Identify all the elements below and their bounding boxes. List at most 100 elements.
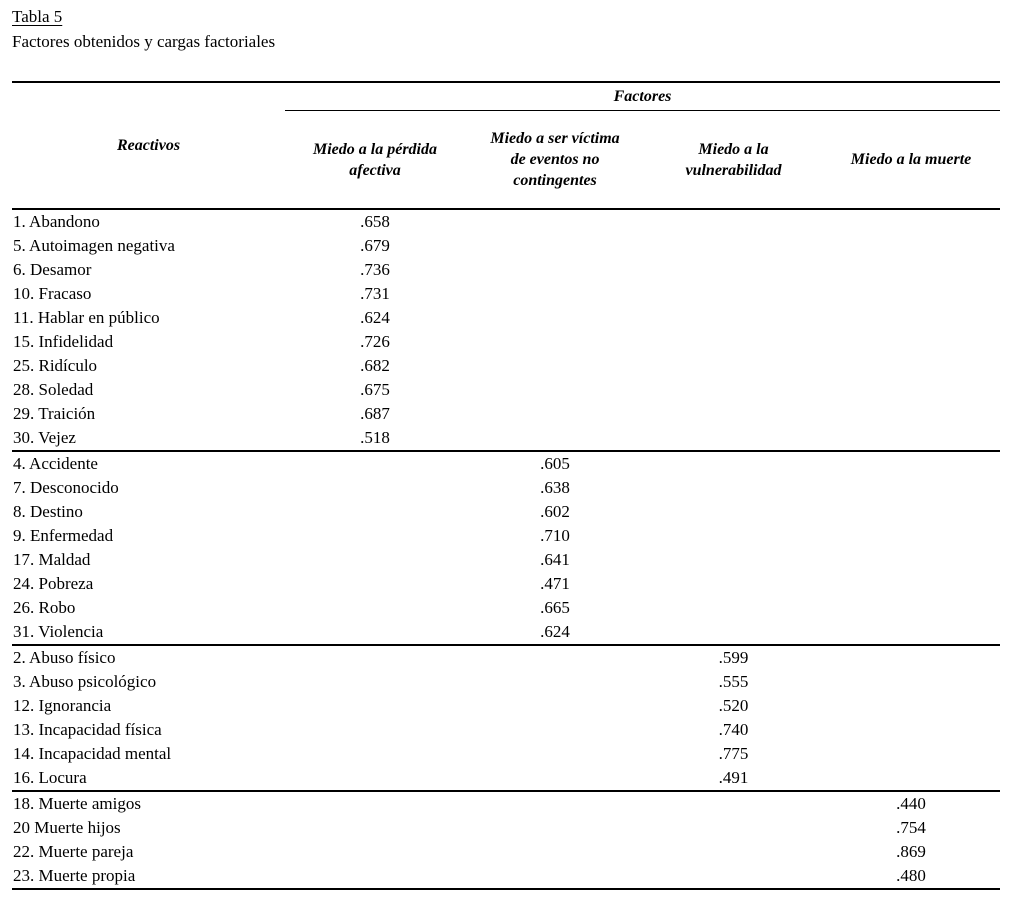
empty-cell: [285, 572, 465, 596]
empty-cell: [822, 670, 1000, 694]
empty-cell: [645, 402, 822, 426]
empty-cell: [645, 354, 822, 378]
empty-cell: [645, 524, 822, 548]
factor-loading-value: .602: [540, 502, 570, 521]
empty-cell: [285, 524, 465, 548]
empty-cell: [822, 742, 1000, 766]
factor-loading-value: .710: [540, 526, 570, 545]
empty-cell: [465, 354, 645, 378]
empty-cell: [645, 596, 822, 620]
factor-loading-value: .480: [822, 864, 1001, 890]
reactivo-label: 14. Incapacidad mental: [13, 744, 172, 763]
empty-cell: [822, 282, 1000, 306]
empty-cell: [645, 572, 822, 596]
empty-cell: [822, 330, 1000, 354]
empty-cell: [465, 234, 645, 258]
empty-cell: [645, 476, 822, 500]
reactivo-label: 20 Muerte hijos: [13, 818, 121, 837]
empty-cell: [645, 451, 822, 476]
empty-cell: [822, 426, 1001, 452]
reactivo-label: 30. Vejez: [12, 426, 285, 452]
table-number: Tabla 5: [12, 7, 63, 26]
reactivo-label: 4. Accidente: [13, 454, 98, 473]
reactivo-label: 2. Abuso físico: [13, 648, 116, 667]
empty-cell: [465, 209, 645, 234]
empty-cell: [645, 330, 822, 354]
empty-cell: [645, 234, 822, 258]
factor-loading-value: .638: [540, 478, 570, 497]
factors-group-header-row: Reactivos Factores: [12, 82, 1001, 210]
empty-cell: [465, 718, 645, 742]
empty-cell: [285, 718, 465, 742]
empty-cell: [285, 670, 465, 694]
empty-cell: [645, 282, 822, 306]
factor-loading-value: .731: [360, 284, 390, 303]
reactivo-label: 7. Desconocido: [13, 478, 119, 497]
table-row: 20 Muerte hijos .754: [12, 816, 1000, 840]
table-row: 3. Abuso psicológico .555: [12, 670, 1000, 694]
column-header-factor-1: Miedo a la pérdida afectiva: [285, 110, 465, 210]
empty-cell: [465, 282, 645, 306]
factor-loading-value: .491: [645, 766, 822, 792]
empty-cell: [822, 596, 1000, 620]
table-row: 13. Incapacidad física .740: [12, 718, 1000, 742]
empty-cell: [465, 694, 645, 718]
reactivo-label: 15. Infidelidad: [13, 332, 114, 351]
empty-cell: [645, 816, 822, 840]
reactivo-label: 28. Soledad: [13, 380, 94, 399]
reactivo-label: 17. Maldad: [13, 550, 91, 569]
factor-loading-value: .471: [540, 574, 570, 593]
empty-cell: [822, 476, 1000, 500]
empty-cell: [822, 718, 1000, 742]
reactivo-label: 1. Abandono: [13, 212, 100, 231]
empty-cell: [465, 766, 645, 792]
reactivo-label: 13. Incapacidad física: [13, 720, 162, 739]
factor-loading-value: .624: [465, 620, 645, 646]
empty-cell: [822, 258, 1000, 282]
empty-cell: [285, 694, 465, 718]
factors-group-header: Factores: [285, 82, 1001, 111]
empty-cell: [645, 548, 822, 572]
table-caption: Factores obtenidos y cargas factoriales: [12, 32, 276, 51]
table-row: 24. Pobreza .471: [12, 572, 1000, 596]
factor-loading-value: .675: [360, 380, 390, 399]
table-row: 16. Locura .491: [12, 766, 1001, 792]
empty-cell: [285, 816, 465, 840]
factor-loading-value: .605: [540, 454, 570, 473]
empty-cell: [645, 209, 822, 234]
factor-columns-header-row: Miedo a la pérdida afectiva Miedo a ser …: [12, 110, 1001, 210]
column-header-factor-4: Miedo a la muerte: [822, 110, 1001, 210]
factor-loading-value: .665: [540, 598, 570, 617]
empty-cell: [285, 645, 465, 670]
table-row: 31. Violencia .624: [12, 620, 1001, 646]
empty-cell: [285, 548, 465, 572]
reactivo-label: 12. Ignorancia: [13, 696, 112, 715]
empty-cell: [285, 864, 465, 890]
table-row: 17. Maldad .641: [12, 548, 1000, 572]
empty-cell: [822, 451, 1000, 476]
empty-cell: [285, 620, 465, 646]
reactivo-label: 3. Abuso psicológico: [13, 672, 157, 691]
empty-cell: [465, 330, 645, 354]
reactivo-label: 31. Violencia: [12, 620, 285, 646]
empty-cell: [465, 742, 645, 766]
empty-cell: [822, 572, 1000, 596]
empty-cell: [645, 258, 822, 282]
factor-loading-value: .869: [896, 842, 926, 861]
empty-cell: [822, 500, 1000, 524]
table-row: 12. Ignorancia .520: [12, 694, 1000, 718]
reactivo-label: 11. Hablar en público: [13, 308, 160, 327]
reactivo-label: 18. Muerte amigos: [13, 794, 141, 813]
factor-loading-value: .658: [360, 212, 390, 231]
reactivo-label: 25. Ridículo: [13, 356, 98, 375]
empty-cell: [465, 864, 645, 890]
factor-loading-value: .555: [718, 672, 749, 691]
empty-cell: [822, 354, 1000, 378]
reactivo-label: 5. Autoimagen negativa: [13, 236, 175, 255]
reactivo-label: 26. Robo: [13, 598, 76, 617]
empty-cell: [285, 451, 465, 476]
empty-cell: [822, 766, 1001, 792]
factor-loading-value: .679: [360, 236, 390, 255]
reactivo-label: 24. Pobreza: [13, 574, 94, 593]
factor-loading-value: .687: [360, 404, 390, 423]
